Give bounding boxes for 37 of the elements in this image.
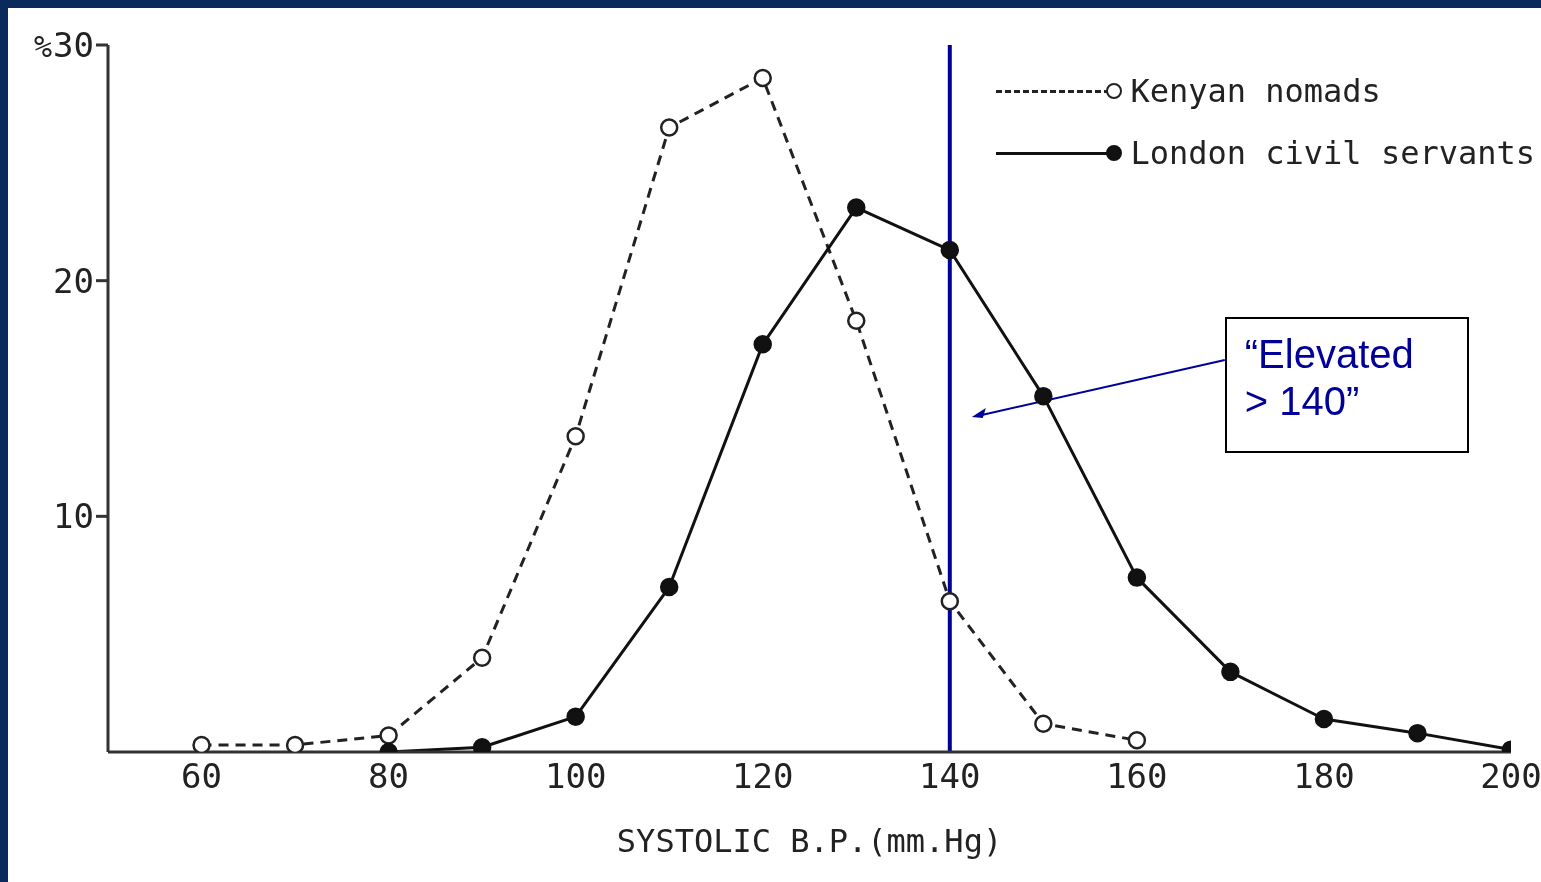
point <box>1034 386 1053 406</box>
point <box>566 426 585 446</box>
x-tick-label: 140 <box>919 756 981 797</box>
point <box>1034 714 1053 733</box>
x-tick-label: 160 <box>1106 756 1168 797</box>
point <box>753 68 772 88</box>
point <box>1408 723 1427 743</box>
point <box>1314 709 1334 729</box>
point <box>379 726 398 745</box>
y-axis-title: % <box>34 29 53 64</box>
point <box>192 735 211 752</box>
point <box>940 591 960 611</box>
x-tick-label: 180 <box>1293 756 1355 797</box>
y-tick-label: 20 <box>53 260 94 301</box>
x-tick-label: 80 <box>368 756 410 797</box>
point <box>285 735 305 752</box>
point <box>659 577 679 597</box>
legend-label: London civil servants <box>1130 134 1535 172</box>
point <box>1221 662 1240 682</box>
x-tick-label: 60 <box>181 756 223 797</box>
point <box>1127 730 1147 750</box>
x-tick-label: 100 <box>544 756 607 797</box>
y-tick-label: 10 <box>53 496 94 537</box>
point <box>753 335 772 354</box>
y-tick-label: 30 <box>53 25 94 66</box>
x-tick-label: 120 <box>732 756 794 797</box>
x-axis-title: SYSTOLIC B.P.(mm.Hg) <box>616 822 1003 860</box>
x-tick-label: 200 <box>1480 756 1541 797</box>
ref-line-label: “Elevated > 140” <box>1224 317 1469 453</box>
point <box>1127 568 1147 587</box>
point <box>659 118 679 137</box>
legend-label: Kenyan nomads <box>1130 72 1381 110</box>
point <box>847 311 866 330</box>
point <box>472 648 492 667</box>
point <box>940 240 960 260</box>
point <box>847 198 866 217</box>
point <box>566 707 585 726</box>
